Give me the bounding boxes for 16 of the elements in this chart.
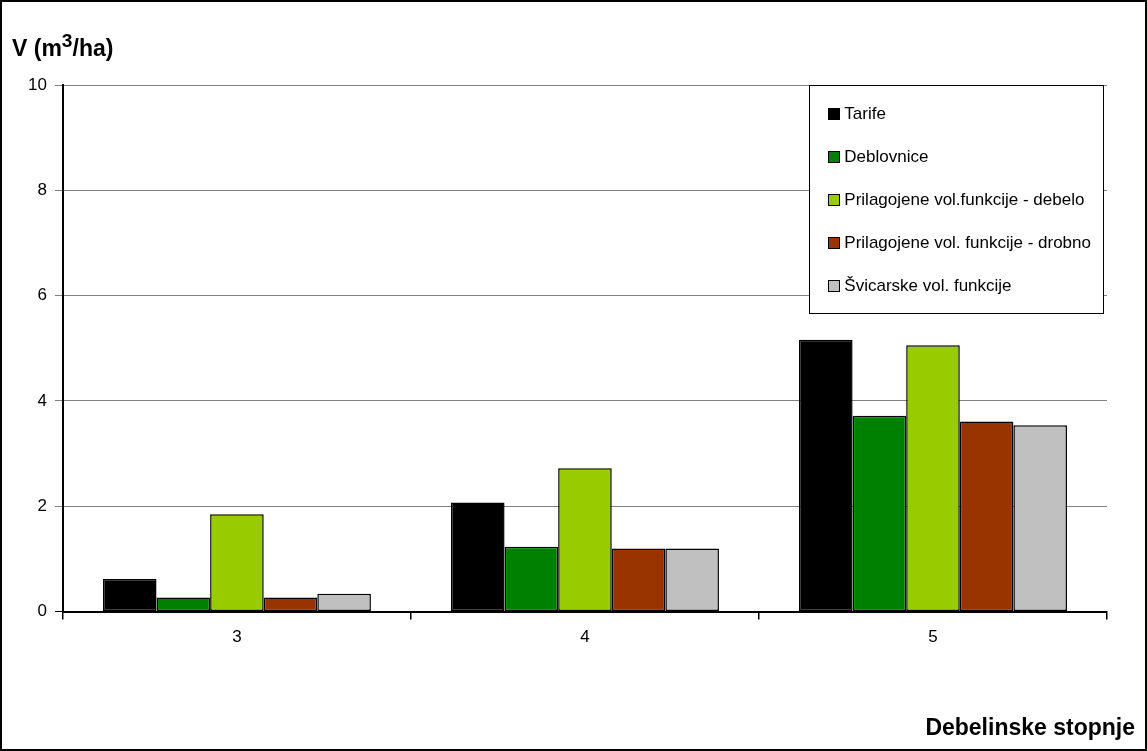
y-axis-title: V (m$^{3}$/ha) [12,30,114,62]
y-tick-label: 8 [37,180,47,200]
legend-label: Prilagojene vol.funkcije - debelo [844,189,1085,210]
x-axis-title: Debelinske stopnje [925,714,1135,741]
y-tick-label: 2 [37,495,47,515]
y-tick-label: 0 [37,601,47,621]
x-tick-label: 5 [928,627,938,647]
legend-label: Deblovnice [844,146,929,167]
y-tick-label: 10 [27,74,47,94]
y-tick-label: 6 [37,285,47,305]
x-tick-label: 3 [232,627,242,647]
y-tick-label: 4 [37,390,47,410]
legend-label: Tarife [844,103,886,124]
x-tick-label: 4 [580,627,590,647]
legend-label: Prilagojene vol. funkcije - drobno [844,232,1091,253]
legend-label: Švicarske vol. funkcije [844,275,1012,296]
